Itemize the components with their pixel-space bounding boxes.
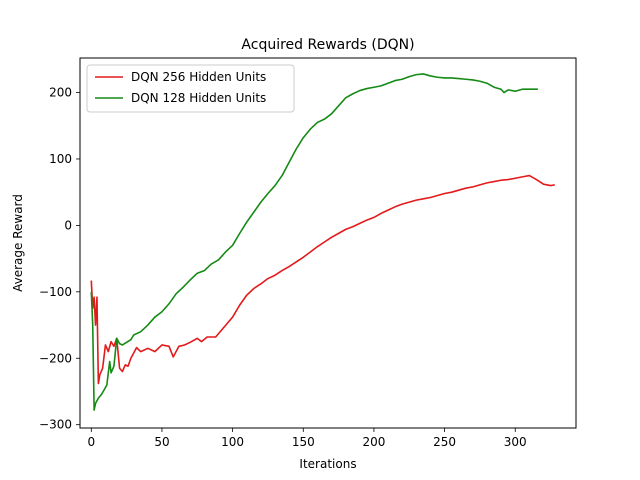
- legend-label-dqn-256: DQN 256 Hidden Units: [131, 70, 266, 84]
- x-tick-label: 50: [154, 435, 169, 449]
- legend-label-dqn-128: DQN 128 Hidden Units: [131, 91, 266, 105]
- y-tick-label: 100: [49, 152, 72, 166]
- x-tick-label: 250: [433, 435, 456, 449]
- series-line-dqn-128: [90, 73, 538, 411]
- x-tick-label: 0: [87, 435, 95, 449]
- x-tick-label: 300: [504, 435, 527, 449]
- x-tick-label: 100: [221, 435, 244, 449]
- series-line-dqn-256: [90, 174, 555, 385]
- y-tick-label: 200: [49, 86, 72, 100]
- y-tick-label: −300: [39, 418, 72, 432]
- y-axis: −300 −200 −100 0 100 200: [39, 86, 80, 432]
- x-tick-label: 200: [362, 435, 385, 449]
- legend-frame: [86, 64, 295, 113]
- plot-lines: [90, 73, 555, 411]
- x-axis: 0 50 100 150 200 250 300: [87, 428, 527, 449]
- chart-title: Acquired Rewards (DQN): [241, 37, 414, 53]
- x-tick-label: 150: [292, 435, 315, 449]
- x-axis-label: Iterations: [299, 457, 356, 471]
- y-tick-label: −200: [39, 351, 72, 365]
- legend: DQN 256 Hidden Units DQN 128 Hidden Unit…: [86, 64, 295, 113]
- y-tick-label: −100: [39, 285, 72, 299]
- y-tick-label: 0: [64, 218, 72, 232]
- y-axis-label: Average Reward: [11, 194, 25, 292]
- plot-frame: [79, 57, 577, 429]
